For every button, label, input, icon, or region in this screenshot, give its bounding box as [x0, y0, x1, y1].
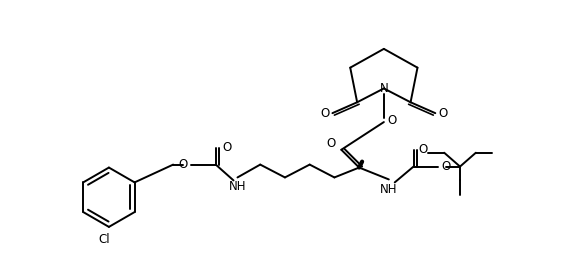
Text: NH: NH [229, 180, 246, 193]
Text: N: N [379, 82, 388, 95]
Text: O: O [222, 141, 231, 154]
Text: O: O [320, 107, 329, 120]
Text: O: O [419, 143, 428, 156]
Text: O: O [327, 137, 336, 150]
Text: NH: NH [380, 183, 397, 196]
Text: O: O [442, 160, 451, 173]
Text: O: O [387, 114, 396, 126]
Text: O: O [179, 158, 188, 171]
Text: Cl: Cl [98, 233, 110, 246]
Text: O: O [438, 107, 448, 120]
